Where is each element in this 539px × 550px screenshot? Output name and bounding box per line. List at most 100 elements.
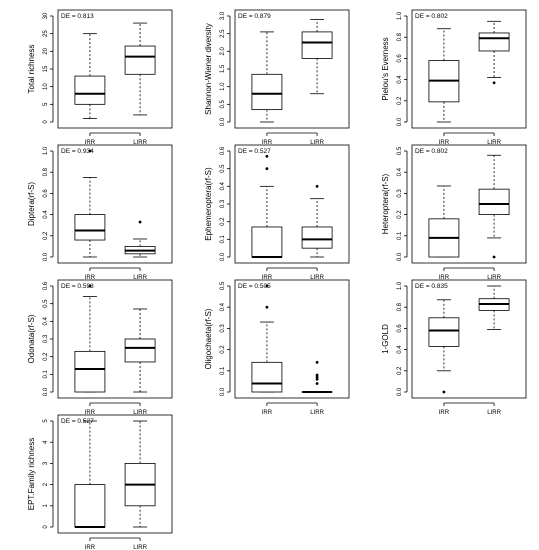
- outlier-point: [442, 390, 446, 394]
- box-irr: [74, 149, 106, 258]
- x-tick-label: LIRR: [310, 275, 324, 281]
- box-irr: [251, 31, 283, 123]
- iqr-box: [428, 317, 460, 347]
- y-tick-label: 0.2: [397, 366, 403, 375]
- box-lirr: [301, 19, 333, 95]
- box-lirr: [478, 154, 510, 259]
- x-tick-label: LIRR: [133, 275, 147, 281]
- y-tick-label: 0.4: [43, 317, 49, 326]
- box-lirr: [124, 22, 156, 116]
- box-irr: [251, 154, 283, 258]
- box-lirr: [301, 360, 333, 393]
- outlier-point: [265, 167, 269, 171]
- outlier-point: [88, 149, 92, 153]
- y-tick-label: 0: [43, 525, 49, 529]
- y-tick-label: 2.0: [220, 47, 226, 56]
- y-tick-label: 0.0: [43, 252, 49, 261]
- y-tick-label: 5: [43, 102, 49, 106]
- x-tick-label: LIRR: [133, 545, 147, 550]
- y-tick-label: 0.2: [220, 345, 226, 354]
- plot-frame: [57, 279, 173, 399]
- x-tick-label: LIRR: [133, 140, 147, 146]
- box-irr: [428, 28, 460, 123]
- y-tick-label: 0.0: [220, 117, 226, 126]
- y-tick-label: 0.2: [397, 210, 403, 219]
- x-tick-label: IRR: [85, 545, 96, 550]
- outlier-point: [265, 305, 269, 309]
- y-tick-label: 0.6: [43, 189, 49, 198]
- x-tick-label: IRR: [262, 275, 273, 281]
- panel-8: 0.0 0.1 0.2 0.3 0.4 0.5 Oligochaeta(rf-S) IRR LI…: [204, 279, 350, 416]
- y-tick-label: 0.0: [397, 117, 403, 126]
- plot-frame: [57, 144, 173, 264]
- y-axis-label: EPT.Family richness: [27, 438, 36, 510]
- box-irr: [428, 299, 460, 394]
- y-tick-label: 0.3: [220, 199, 226, 208]
- y-axis-label: Odonata(rf-S): [27, 314, 36, 363]
- outlier-point: [315, 360, 319, 364]
- box-lirr: [478, 20, 510, 85]
- panel-4: 0.0 0.2 0.4 0.6 0.8 1.0 Diptera(rf-S) IRR LIRR DE…: [27, 144, 173, 281]
- y-tick-label: 0.5: [220, 100, 226, 109]
- box-lirr: [301, 184, 333, 258]
- x-tick-label: IRR: [439, 410, 450, 416]
- box-irr: [74, 33, 106, 119]
- y-tick-label: 1: [43, 503, 49, 507]
- y-tick-label: 2: [43, 482, 49, 486]
- plot-frame: [234, 9, 350, 129]
- panel-3: 0.0 0.2 0.4 0.6 0.8 1.0 Pielou's Everness IRR LI…: [381, 9, 527, 146]
- x-tick-label: IRR: [262, 410, 273, 416]
- panel-10: 0 1 2 3 4 5 EPT.Family richness IRR LIRR DE = 0.5…: [27, 414, 173, 550]
- y-tick-label: 2.5: [220, 29, 226, 38]
- plot-frame: [411, 279, 527, 399]
- y-tick-label: 4: [43, 440, 49, 444]
- y-tick-label: 0.0: [397, 387, 403, 396]
- y-tick-label: 0.4: [397, 75, 403, 84]
- outlier-point: [265, 284, 269, 288]
- outlier-point: [492, 81, 496, 85]
- de-annotation: DE = 0.593: [61, 283, 94, 290]
- outlier-point: [315, 375, 319, 379]
- y-tick-label: 3: [43, 461, 49, 465]
- y-tick-label: 15: [43, 65, 49, 72]
- x-tick-label: LIRR: [487, 410, 501, 416]
- y-tick-label: 1.0: [43, 146, 49, 155]
- y-tick-label: 0.8: [43, 167, 49, 176]
- box-lirr: [478, 285, 510, 330]
- y-tick-label: 0.1: [220, 366, 226, 375]
- outlier-point: [492, 255, 496, 259]
- y-tick-label: 0.5: [220, 164, 226, 173]
- panel-6: 0.0 0.1 0.2 0.3 0.4 0.5 Heteroptera(rf-S) IRR LI…: [381, 144, 527, 281]
- x-tick-label: IRR: [439, 140, 450, 146]
- y-axis-label: Total richness: [27, 45, 36, 94]
- outlier-point: [315, 377, 319, 381]
- plot-frame: [411, 144, 527, 264]
- x-tick-label: IRR: [262, 140, 273, 146]
- iqr-box: [251, 361, 283, 393]
- de-annotation: DE = 0.835: [415, 283, 448, 290]
- y-axis-label: Pielou's Everness: [381, 37, 390, 100]
- box-lirr: [124, 308, 156, 393]
- x-tick-label: LIRR: [310, 140, 324, 146]
- y-tick-label: 20: [43, 47, 49, 54]
- box-irr: [74, 284, 106, 393]
- y-axis-label: Oligochaeta(rf-S): [204, 308, 213, 369]
- y-tick-label: 0.2: [43, 352, 49, 361]
- y-tick-label: 0.8: [397, 302, 403, 311]
- iqr-box: [74, 350, 106, 393]
- y-tick-label: 1.0: [220, 82, 226, 91]
- x-tick-label: LIRR: [487, 275, 501, 281]
- plot-frame: [57, 9, 173, 129]
- de-annotation: DE = 0.527: [61, 418, 94, 425]
- de-annotation: DE = 0.802: [415, 13, 448, 20]
- y-tick-label: 0.0: [220, 252, 226, 261]
- y-tick-label: 25: [43, 30, 49, 37]
- x-tick-label: IRR: [85, 140, 96, 146]
- de-annotation: DE = 0.505: [238, 283, 271, 290]
- iqr-box: [301, 226, 333, 249]
- panel-5: 0.0 0.1 0.2 0.3 0.4 0.5 0.6 Ephemeroptera(rf-S)…: [204, 144, 350, 281]
- y-tick-label: 1.5: [220, 64, 226, 73]
- outlier-point: [315, 382, 319, 385]
- y-tick-label: 0.4: [397, 345, 403, 354]
